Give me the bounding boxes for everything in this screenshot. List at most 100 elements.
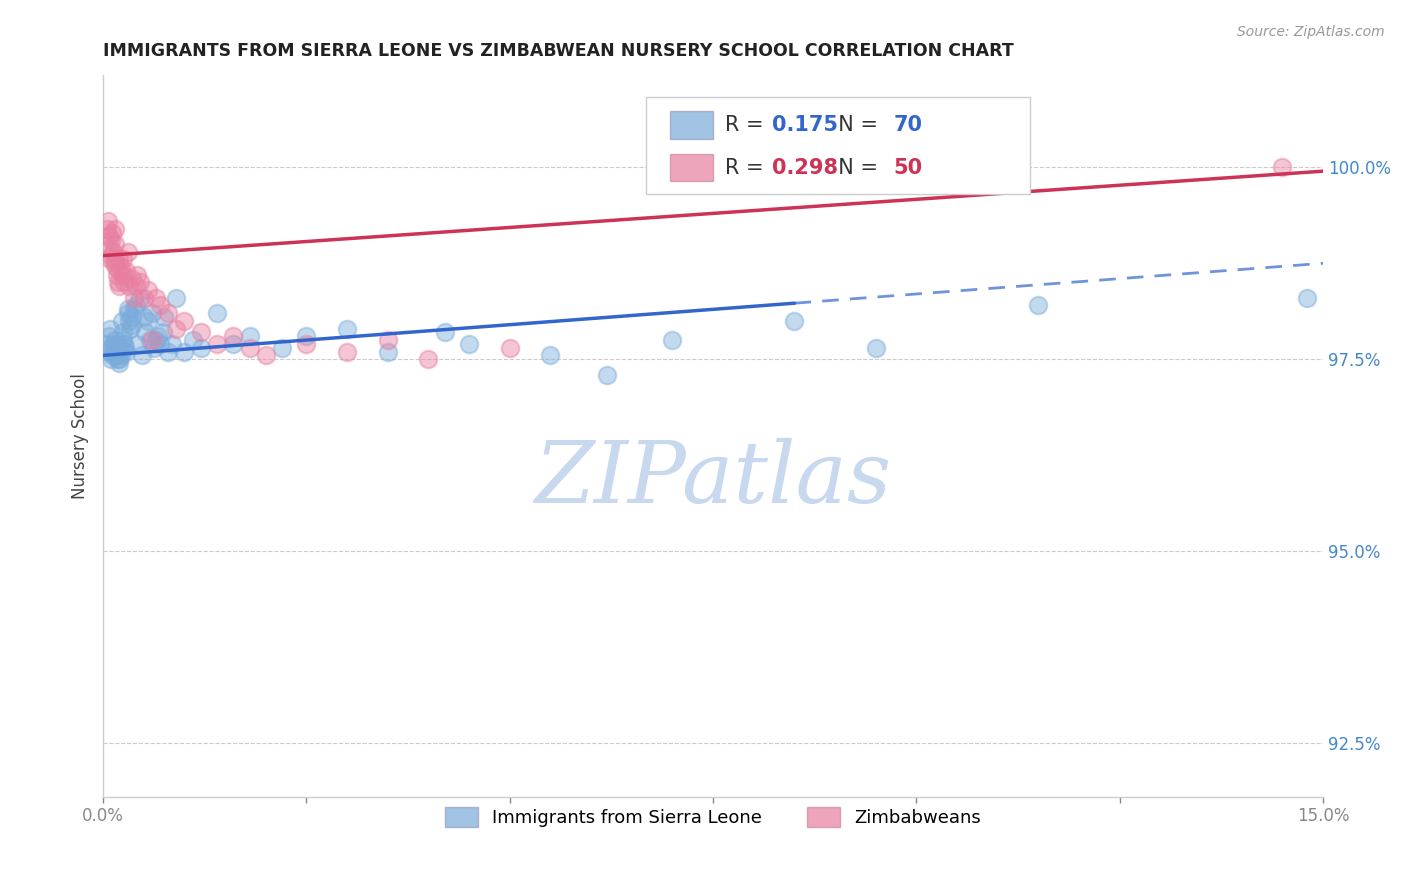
Text: R =: R = xyxy=(725,158,770,178)
Point xyxy=(98,321,121,335)
Point xyxy=(107,352,129,367)
Point xyxy=(661,333,683,347)
Point xyxy=(136,283,159,297)
Point xyxy=(108,352,131,367)
Point xyxy=(295,337,318,351)
Point xyxy=(100,352,122,367)
Point xyxy=(101,226,124,240)
Point xyxy=(783,314,806,328)
Text: 50: 50 xyxy=(894,158,922,178)
Point xyxy=(104,341,127,355)
Point xyxy=(122,291,145,305)
Point xyxy=(104,333,127,347)
Point xyxy=(145,291,167,305)
Text: 0.298: 0.298 xyxy=(772,158,838,178)
Point xyxy=(97,229,120,244)
Point xyxy=(117,306,139,320)
Point xyxy=(271,341,294,355)
Point xyxy=(433,326,456,340)
Point xyxy=(96,221,118,235)
Point xyxy=(190,341,212,355)
Point xyxy=(117,244,139,259)
Point xyxy=(418,352,440,367)
Point xyxy=(336,321,359,335)
Point xyxy=(165,321,187,335)
Point xyxy=(97,329,120,343)
Point xyxy=(181,333,204,347)
Point xyxy=(190,326,212,340)
Point xyxy=(222,337,245,351)
Point xyxy=(105,268,128,282)
Point xyxy=(105,344,128,359)
Point xyxy=(141,306,163,320)
Point xyxy=(136,314,159,328)
Point xyxy=(128,291,150,305)
Point xyxy=(111,326,134,340)
Point xyxy=(458,337,481,351)
Point xyxy=(98,241,121,255)
FancyBboxPatch shape xyxy=(671,112,713,138)
Point xyxy=(134,326,156,340)
Point xyxy=(336,344,359,359)
Point xyxy=(149,298,172,312)
Point xyxy=(115,344,138,359)
Point xyxy=(101,244,124,259)
Point xyxy=(499,341,522,355)
Text: Source: ZipAtlas.com: Source: ZipAtlas.com xyxy=(1237,25,1385,39)
Point xyxy=(101,348,124,362)
Point xyxy=(128,276,150,290)
Text: ZIPatlas: ZIPatlas xyxy=(534,438,891,521)
Point xyxy=(145,333,167,347)
Point xyxy=(112,337,135,351)
Point xyxy=(377,333,399,347)
Point xyxy=(104,221,127,235)
Point xyxy=(96,337,118,351)
Point xyxy=(139,333,162,347)
Point xyxy=(1028,298,1050,312)
Point xyxy=(122,302,145,317)
Point xyxy=(107,276,129,290)
Point xyxy=(105,260,128,274)
Point xyxy=(112,333,135,347)
Point xyxy=(295,329,318,343)
Y-axis label: Nursery School: Nursery School xyxy=(72,373,89,499)
Text: N =: N = xyxy=(825,158,884,178)
Point xyxy=(118,314,141,328)
Point xyxy=(100,233,122,247)
Point xyxy=(100,252,122,267)
Point xyxy=(121,318,143,332)
Point xyxy=(118,321,141,335)
Point xyxy=(173,314,195,328)
Point xyxy=(107,264,129,278)
Point xyxy=(110,260,132,274)
Point xyxy=(132,310,155,324)
Point xyxy=(121,310,143,324)
Point xyxy=(865,341,887,355)
Point xyxy=(103,344,125,359)
Point xyxy=(142,341,165,355)
Point xyxy=(540,348,562,362)
Point xyxy=(100,341,122,355)
Point xyxy=(124,298,146,312)
Point xyxy=(105,348,128,362)
Point xyxy=(100,344,122,359)
Point xyxy=(111,268,134,282)
Point xyxy=(596,368,619,382)
Point xyxy=(108,279,131,293)
Point xyxy=(111,314,134,328)
Point xyxy=(1271,161,1294,175)
Point xyxy=(108,252,131,267)
Point xyxy=(141,333,163,347)
Point xyxy=(121,271,143,285)
Point xyxy=(173,344,195,359)
Point xyxy=(114,341,136,355)
Text: R =: R = xyxy=(725,115,770,135)
Point xyxy=(110,348,132,362)
Point xyxy=(131,348,153,362)
Point xyxy=(1295,291,1317,305)
Point xyxy=(152,326,174,340)
Point xyxy=(100,249,122,263)
Point xyxy=(101,337,124,351)
Point xyxy=(205,337,228,351)
Text: N =: N = xyxy=(825,115,884,135)
